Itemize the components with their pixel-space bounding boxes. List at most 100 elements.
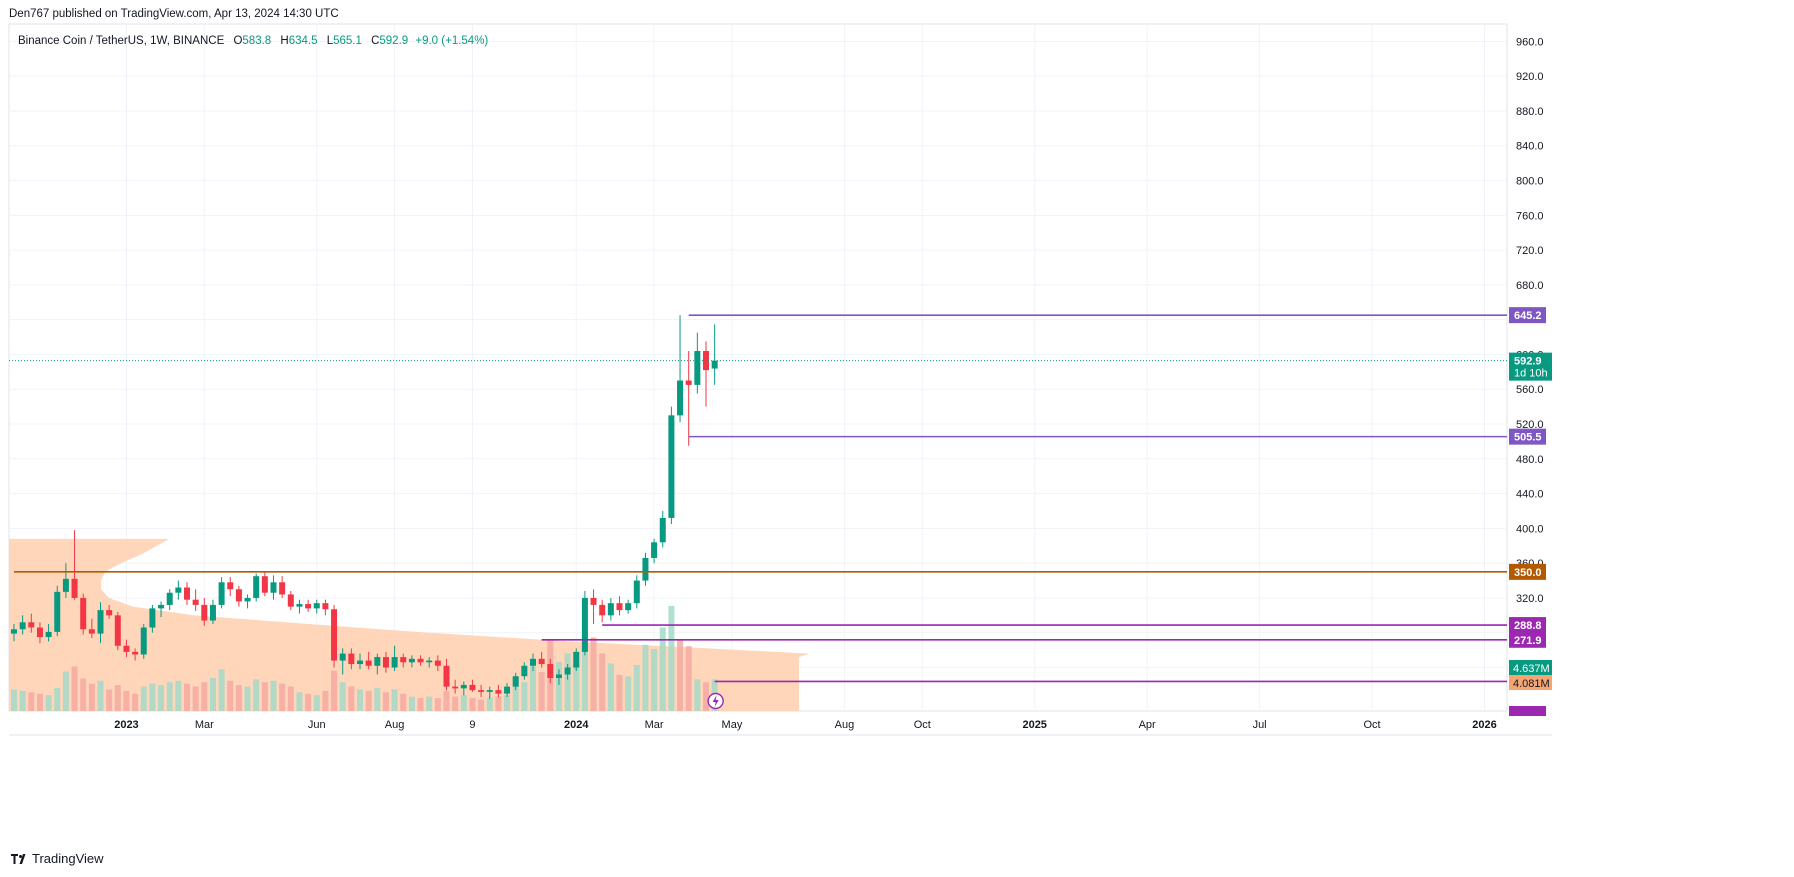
candle-body[interactable] xyxy=(374,657,381,666)
candle-body[interactable] xyxy=(434,660,441,666)
footer-brand[interactable]: TradingView xyxy=(32,851,104,866)
candle-body[interactable] xyxy=(400,657,407,663)
candle-body[interactable] xyxy=(348,653,355,665)
candle-body[interactable] xyxy=(36,627,43,638)
candle-body[interactable] xyxy=(443,665,450,687)
tradingview-logo-icon[interactable] xyxy=(10,853,28,865)
candle-body[interactable] xyxy=(555,674,562,678)
candle-body[interactable] xyxy=(235,589,242,602)
candle-body[interactable] xyxy=(452,686,459,689)
candle-body[interactable] xyxy=(253,576,260,598)
candle-body[interactable] xyxy=(218,582,225,605)
level-tag[interactable] xyxy=(1509,428,1546,445)
candle-body[interactable] xyxy=(538,658,545,665)
candle-body[interactable] xyxy=(599,604,606,616)
candle-body[interactable] xyxy=(460,684,467,689)
candle-body[interactable] xyxy=(547,664,554,678)
candle-body[interactable] xyxy=(495,690,502,694)
level-tag-label: 350.0 xyxy=(1514,567,1542,579)
candle-body[interactable] xyxy=(244,597,251,602)
candle-body[interactable] xyxy=(616,603,623,611)
candle-body[interactable] xyxy=(357,660,363,665)
candle-body[interactable] xyxy=(478,690,485,692)
candle-body[interactable] xyxy=(62,578,69,592)
candle-body[interactable] xyxy=(106,610,113,616)
candle-body[interactable] xyxy=(564,667,571,675)
candle-body[interactable] xyxy=(625,603,632,611)
candle-body[interactable] xyxy=(97,610,104,634)
symbol-title[interactable]: Binance Coin / TetherUS, 1W, BINANCE xyxy=(18,35,225,47)
candle-body[interactable] xyxy=(642,557,649,581)
volume-bar xyxy=(140,686,147,711)
candle-body[interactable] xyxy=(417,658,424,663)
candle-body[interactable] xyxy=(201,604,208,621)
candle-body[interactable] xyxy=(711,360,718,369)
candle-body[interactable] xyxy=(365,660,372,666)
candle-body[interactable] xyxy=(175,587,182,593)
candle-body[interactable] xyxy=(530,658,536,666)
candle-body[interactable] xyxy=(331,609,338,661)
candle-body[interactable] xyxy=(71,578,78,598)
candle-body[interactable] xyxy=(339,653,346,661)
candle-body[interactable] xyxy=(590,597,597,605)
candle-body[interactable] xyxy=(651,542,658,558)
candle-body[interactable] xyxy=(45,631,52,638)
candle-body[interactable] xyxy=(408,658,415,663)
candle-body[interactable] xyxy=(123,645,130,652)
candle-body[interactable] xyxy=(694,350,701,385)
candle-body[interactable] xyxy=(322,603,329,610)
candle-body[interactable] xyxy=(54,591,61,632)
candle-body[interactable] xyxy=(382,657,389,668)
last-price-tag[interactable] xyxy=(1509,352,1552,381)
candle-body[interactable] xyxy=(11,629,17,634)
candle-body[interactable] xyxy=(261,576,268,593)
level-tag[interactable] xyxy=(1509,307,1546,324)
candle-body[interactable] xyxy=(313,603,320,609)
candle-body[interactable] xyxy=(80,597,87,630)
candle-body[interactable] xyxy=(426,660,433,663)
candle-body[interactable] xyxy=(659,517,666,543)
candle-body[interactable] xyxy=(685,380,692,385)
candle-body[interactable] xyxy=(149,608,156,628)
candle-body[interactable] xyxy=(391,657,398,668)
candle-body[interactable] xyxy=(633,580,640,604)
candle-body[interactable] xyxy=(486,690,493,692)
volume-bar xyxy=(374,687,381,711)
candle-body[interactable] xyxy=(512,676,519,687)
candle-body[interactable] xyxy=(209,604,216,621)
level-tag[interactable] xyxy=(1509,563,1546,580)
candle-body[interactable] xyxy=(227,582,234,590)
plot-area[interactable] xyxy=(8,23,1508,712)
volume-bar xyxy=(694,679,701,711)
candle-body[interactable] xyxy=(114,615,121,646)
volume-bar xyxy=(486,698,493,711)
candle-body[interactable] xyxy=(158,604,165,609)
candle-body[interactable] xyxy=(677,380,684,416)
candle-body[interactable] xyxy=(581,597,588,652)
level-tag[interactable] xyxy=(1509,631,1546,648)
volume-bar xyxy=(607,663,614,711)
candle-body[interactable] xyxy=(140,627,147,655)
candle-body[interactable] xyxy=(184,587,190,600)
candle-body[interactable] xyxy=(296,604,303,607)
candle-body[interactable] xyxy=(279,582,286,595)
volume-bar xyxy=(538,672,545,711)
candle-body[interactable] xyxy=(573,651,580,668)
candle-body[interactable] xyxy=(305,604,312,609)
candle-body[interactable] xyxy=(270,582,277,593)
candle-body[interactable] xyxy=(132,651,139,655)
candle-body[interactable] xyxy=(88,629,95,634)
volume-bar xyxy=(391,689,398,711)
candle-body[interactable] xyxy=(521,665,528,677)
candle-body[interactable] xyxy=(668,415,675,518)
level-tag[interactable] xyxy=(1509,617,1546,634)
candle-body[interactable] xyxy=(504,686,511,694)
candle-body[interactable] xyxy=(19,622,26,630)
candle-body[interactable] xyxy=(166,592,173,605)
candle-body[interactable] xyxy=(28,622,35,628)
candle-body[interactable] xyxy=(607,603,614,616)
candle-body[interactable] xyxy=(192,599,199,605)
candle-body[interactable] xyxy=(469,684,476,691)
candle-body[interactable] xyxy=(287,594,294,607)
